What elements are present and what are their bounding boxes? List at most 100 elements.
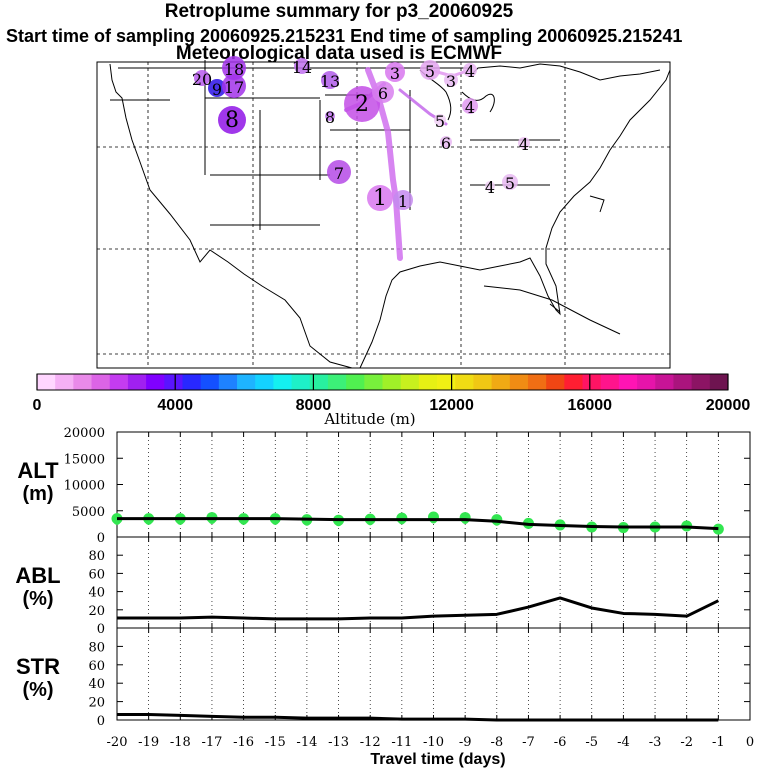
panel-label: ABL <box>15 563 60 588</box>
y-tick-label: 15000 <box>64 452 105 467</box>
cluster-marker <box>518 137 530 149</box>
panel-label: ALT <box>17 458 59 483</box>
colorbar-cell <box>509 374 529 390</box>
cluster-label: 17 <box>224 78 244 97</box>
cluster-marker <box>434 114 446 126</box>
altitude-colorbar: 0 4000 8000 12000 16000 20000 Altitude (m) <box>33 373 750 428</box>
cluster-label: 3 <box>390 64 400 83</box>
x-tick-label: -18 <box>170 735 191 750</box>
colorbar-cell <box>437 374 456 390</box>
cluster-marker <box>208 79 226 97</box>
colorbar-ticks: 0 4000 8000 12000 16000 20000 <box>33 374 750 414</box>
cluster-marker <box>420 60 440 80</box>
x-tick-label: -11 <box>391 735 412 750</box>
map-grid <box>97 62 670 368</box>
x-tick-label: -4 <box>617 735 630 750</box>
colorbar-tick-label: 4000 <box>157 397 193 414</box>
series-line <box>117 596 720 621</box>
cluster-label: 7 <box>334 164 344 183</box>
x-axis-label: Travel time (days) <box>370 751 505 768</box>
panel-unit: (%) <box>22 588 53 610</box>
cluster-label: 18 <box>224 60 244 79</box>
cluster-label: 3 <box>446 72 456 91</box>
y-tick-label: 0 <box>97 714 105 729</box>
cluster-label: 1 <box>398 192 408 211</box>
panel-abl: 0 20 40 60 80 ABL(%) <box>15 536 751 637</box>
colorbar-cell <box>200 374 220 390</box>
y-tick-label: 60 <box>88 659 105 674</box>
colorbar-cell <box>55 374 74 390</box>
y-tick-label: 40 <box>88 586 105 601</box>
cluster-label: 5 <box>425 62 435 81</box>
colorbar-tick-label: 16000 <box>568 397 613 414</box>
colorbar-cell <box>418 374 438 390</box>
series-line <box>117 517 719 531</box>
cluster-marker <box>440 136 452 148</box>
x-tick-label: -20 <box>107 735 128 750</box>
colorbar-cell <box>655 374 674 390</box>
colorbar-cell <box>709 374 729 390</box>
y-tick-label: 10000 <box>64 479 105 494</box>
cluster-label: 4 <box>485 178 495 197</box>
colorbar-cell <box>564 374 584 390</box>
x-tick-label: -16 <box>233 735 254 750</box>
cluster-marker <box>372 81 394 103</box>
x-tick-label: -2 <box>680 735 693 750</box>
colorbar-cell <box>218 374 238 390</box>
x-tick-label: -5 <box>585 735 598 750</box>
y-tick-label: 40 <box>88 677 105 692</box>
cluster-label: 20 <box>192 70 212 89</box>
cluster-marker <box>344 86 380 122</box>
y-tick-label: 60 <box>88 567 105 582</box>
colorbar-cell <box>637 374 656 390</box>
colorbar-cell <box>618 374 638 390</box>
cluster-marker <box>294 58 310 74</box>
colorbar-cell <box>164 374 183 390</box>
cluster-marker <box>222 74 246 98</box>
panel-label: STR <box>16 654 60 679</box>
panel-str: 0 20 40 60 80 STR(%) <box>16 627 751 729</box>
panel-alt: 0 5000 10000 15000 20000 ALT(m) <box>17 426 751 546</box>
x-tick-label: -10 <box>423 735 444 750</box>
colorbar-tick-label: 0 <box>33 397 42 414</box>
colorbar-cell <box>600 374 620 390</box>
panel-unit: (%) <box>22 679 53 701</box>
x-tick-label: -1 <box>712 735 725 750</box>
cluster-label: 8 <box>325 108 335 127</box>
chart-title: Retroplume summary for p3_20060925 <box>164 1 514 22</box>
series-line <box>117 712 719 722</box>
x-tick-label: -14 <box>296 735 317 750</box>
y-tick-label: 80 <box>88 549 105 564</box>
cluster-label: 6 <box>441 134 451 153</box>
colorbar-cell <box>582 374 602 390</box>
cluster-marker <box>444 73 458 87</box>
x-tick-label: -9 <box>459 735 472 750</box>
colorbar-cell <box>691 374 711 390</box>
colorbar-cell <box>455 374 474 390</box>
colorbar-cell <box>73 374 93 390</box>
colorbar-cell <box>527 374 547 390</box>
colorbar-tick-label: 12000 <box>429 397 474 414</box>
cluster-marker <box>502 174 518 190</box>
colorbar-tick-label: 8000 <box>296 397 332 414</box>
cluster-marker <box>222 56 246 80</box>
cluster-marker <box>325 111 335 121</box>
x-tick-label: -6 <box>554 735 567 750</box>
x-tick-label: -13 <box>328 735 349 750</box>
y-tick-label: 0 <box>97 531 105 546</box>
colorbar-cell <box>491 374 511 390</box>
colorbar-cell <box>91 374 111 390</box>
colorbar-cell <box>273 374 293 390</box>
y-tick-label: 5000 <box>72 505 105 520</box>
time-series-panels: 05000100001500020000ALT(m)020406080ABL(%… <box>15 426 754 750</box>
cluster-marker <box>321 71 339 89</box>
x-tick-labels: -20 -19 -18 -17 -16 -15 -14 -13 -12 -11 -10 -9 -8 -7-… <box>107 735 755 750</box>
y-tick-label: 20000 <box>64 426 105 441</box>
cluster-label: 5 <box>435 112 445 131</box>
cluster-label: 4 <box>465 98 475 117</box>
cluster-marker <box>367 185 393 211</box>
colorbar-label: Altitude (m) <box>323 410 415 428</box>
cluster-marker <box>385 62 405 82</box>
